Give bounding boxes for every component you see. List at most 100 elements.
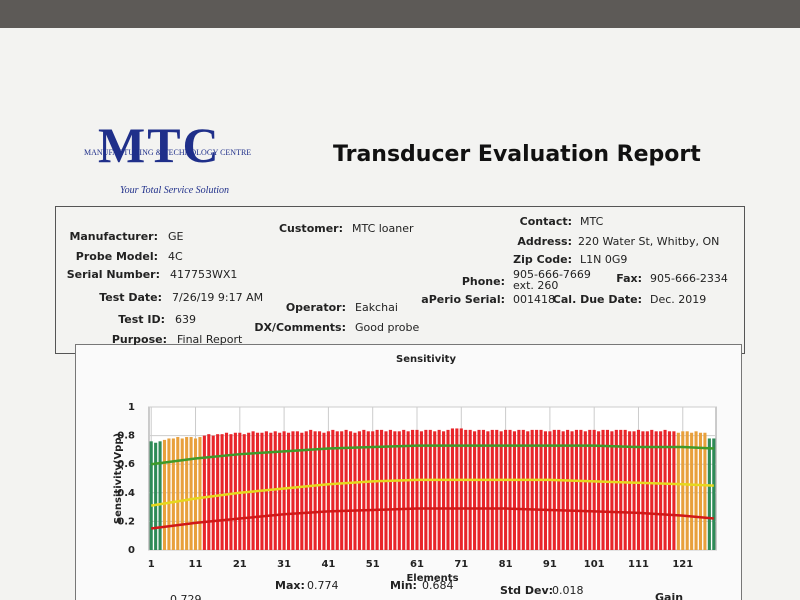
bar — [393, 431, 397, 550]
bar — [481, 429, 485, 550]
bar — [317, 431, 322, 550]
bar — [415, 429, 419, 550]
field-label: Probe Model: — [75, 250, 158, 263]
threshold-line — [151, 444, 714, 466]
y-tick-label: 0 — [128, 545, 135, 556]
bar — [614, 429, 618, 550]
field-value: 7/26/19 9:17 AM — [172, 291, 264, 304]
bar — [539, 429, 543, 550]
field-label: Purpose: — [111, 333, 167, 346]
x-tick-label: 121 — [672, 559, 693, 570]
field-value: Dec. 2019 — [650, 293, 707, 306]
bar — [650, 429, 654, 550]
bar — [601, 429, 605, 550]
bar — [597, 431, 601, 550]
x-tick-label: 91 — [543, 559, 557, 570]
bar — [521, 429, 525, 550]
field-label: aPerio Serial: — [421, 293, 505, 306]
bar — [464, 429, 468, 550]
stat-value: 0.774 — [307, 579, 339, 592]
field-label: Serial Number: — [66, 268, 160, 281]
field-label: Manufacturer: — [69, 230, 158, 243]
bar — [335, 431, 339, 550]
bar — [667, 431, 672, 550]
tagline: Your Total Service Solution — [120, 185, 229, 196]
bar — [349, 431, 353, 550]
bar — [149, 441, 153, 550]
bar — [207, 434, 211, 550]
bar — [672, 431, 676, 550]
bar — [442, 431, 446, 550]
bar — [202, 435, 206, 550]
bar — [340, 431, 344, 550]
bar — [654, 431, 658, 550]
bar — [380, 429, 384, 550]
x-tick-label: 31 — [277, 559, 291, 570]
field-value: MTC — [580, 215, 604, 228]
bar — [530, 429, 534, 550]
field-value: GE — [168, 230, 184, 243]
field-value: 001418 — [513, 293, 555, 306]
stat-label: Std Dev: — [500, 584, 554, 597]
bar — [548, 431, 552, 550]
bar — [282, 431, 286, 550]
bar — [193, 438, 198, 550]
bar — [473, 431, 477, 550]
bar — [645, 431, 649, 550]
field-label: Fax: — [616, 272, 642, 285]
field-label: Contact: — [519, 215, 572, 228]
x-tick-label: 71 — [454, 559, 468, 570]
field-value: 220 Water St, Whitby, ON — [578, 235, 720, 248]
bar — [437, 429, 441, 550]
bar — [623, 429, 627, 550]
bar — [224, 432, 229, 550]
bar — [636, 429, 641, 550]
stat-label: Max: — [275, 579, 305, 592]
field-value: 4C — [168, 250, 183, 263]
bar — [610, 431, 614, 550]
y-tick-label: 0.2 — [117, 516, 135, 527]
bar — [189, 437, 193, 550]
bar — [216, 434, 220, 550]
bar — [402, 429, 406, 550]
bar — [526, 431, 530, 550]
bar — [313, 431, 317, 550]
bar — [663, 429, 667, 550]
bar — [322, 432, 326, 550]
x-tick-label: 61 — [410, 559, 424, 570]
field-value: 905-666-2334 — [650, 272, 728, 285]
bar — [220, 434, 224, 550]
bar — [154, 442, 158, 550]
y-tick-label: 0.4 — [117, 488, 135, 499]
bar — [561, 431, 565, 550]
stat-value: 0.018 — [552, 584, 584, 597]
bar — [433, 431, 437, 550]
bar — [557, 429, 561, 550]
bar — [450, 428, 454, 550]
bar — [446, 429, 450, 550]
field-label: Cal. Due Date: — [552, 293, 642, 306]
bar — [295, 431, 299, 550]
field-label: Address: — [517, 235, 572, 248]
stat-label: Gain — [655, 591, 684, 600]
bar — [566, 429, 570, 550]
logo-subtitle: Manufacturing & Technology Centre — [84, 148, 252, 157]
bar — [698, 432, 703, 550]
bar — [371, 431, 375, 550]
bar — [291, 431, 295, 550]
bar — [570, 431, 574, 550]
x-tick-label: 1 — [148, 559, 155, 570]
logo: MTC — [98, 117, 221, 173]
bar — [499, 431, 503, 550]
bar — [455, 428, 459, 550]
field-value: 905-666-7669 ext. 260 — [513, 268, 591, 292]
bar — [300, 432, 304, 550]
field-value: 639 — [175, 313, 196, 326]
report-page: MTC Manufacturing & Technology Centre Yo… — [0, 28, 800, 600]
bar — [229, 434, 233, 550]
bar — [641, 431, 645, 550]
bar — [477, 429, 481, 550]
bar — [628, 431, 632, 550]
field-value: Eakchai — [355, 301, 398, 314]
